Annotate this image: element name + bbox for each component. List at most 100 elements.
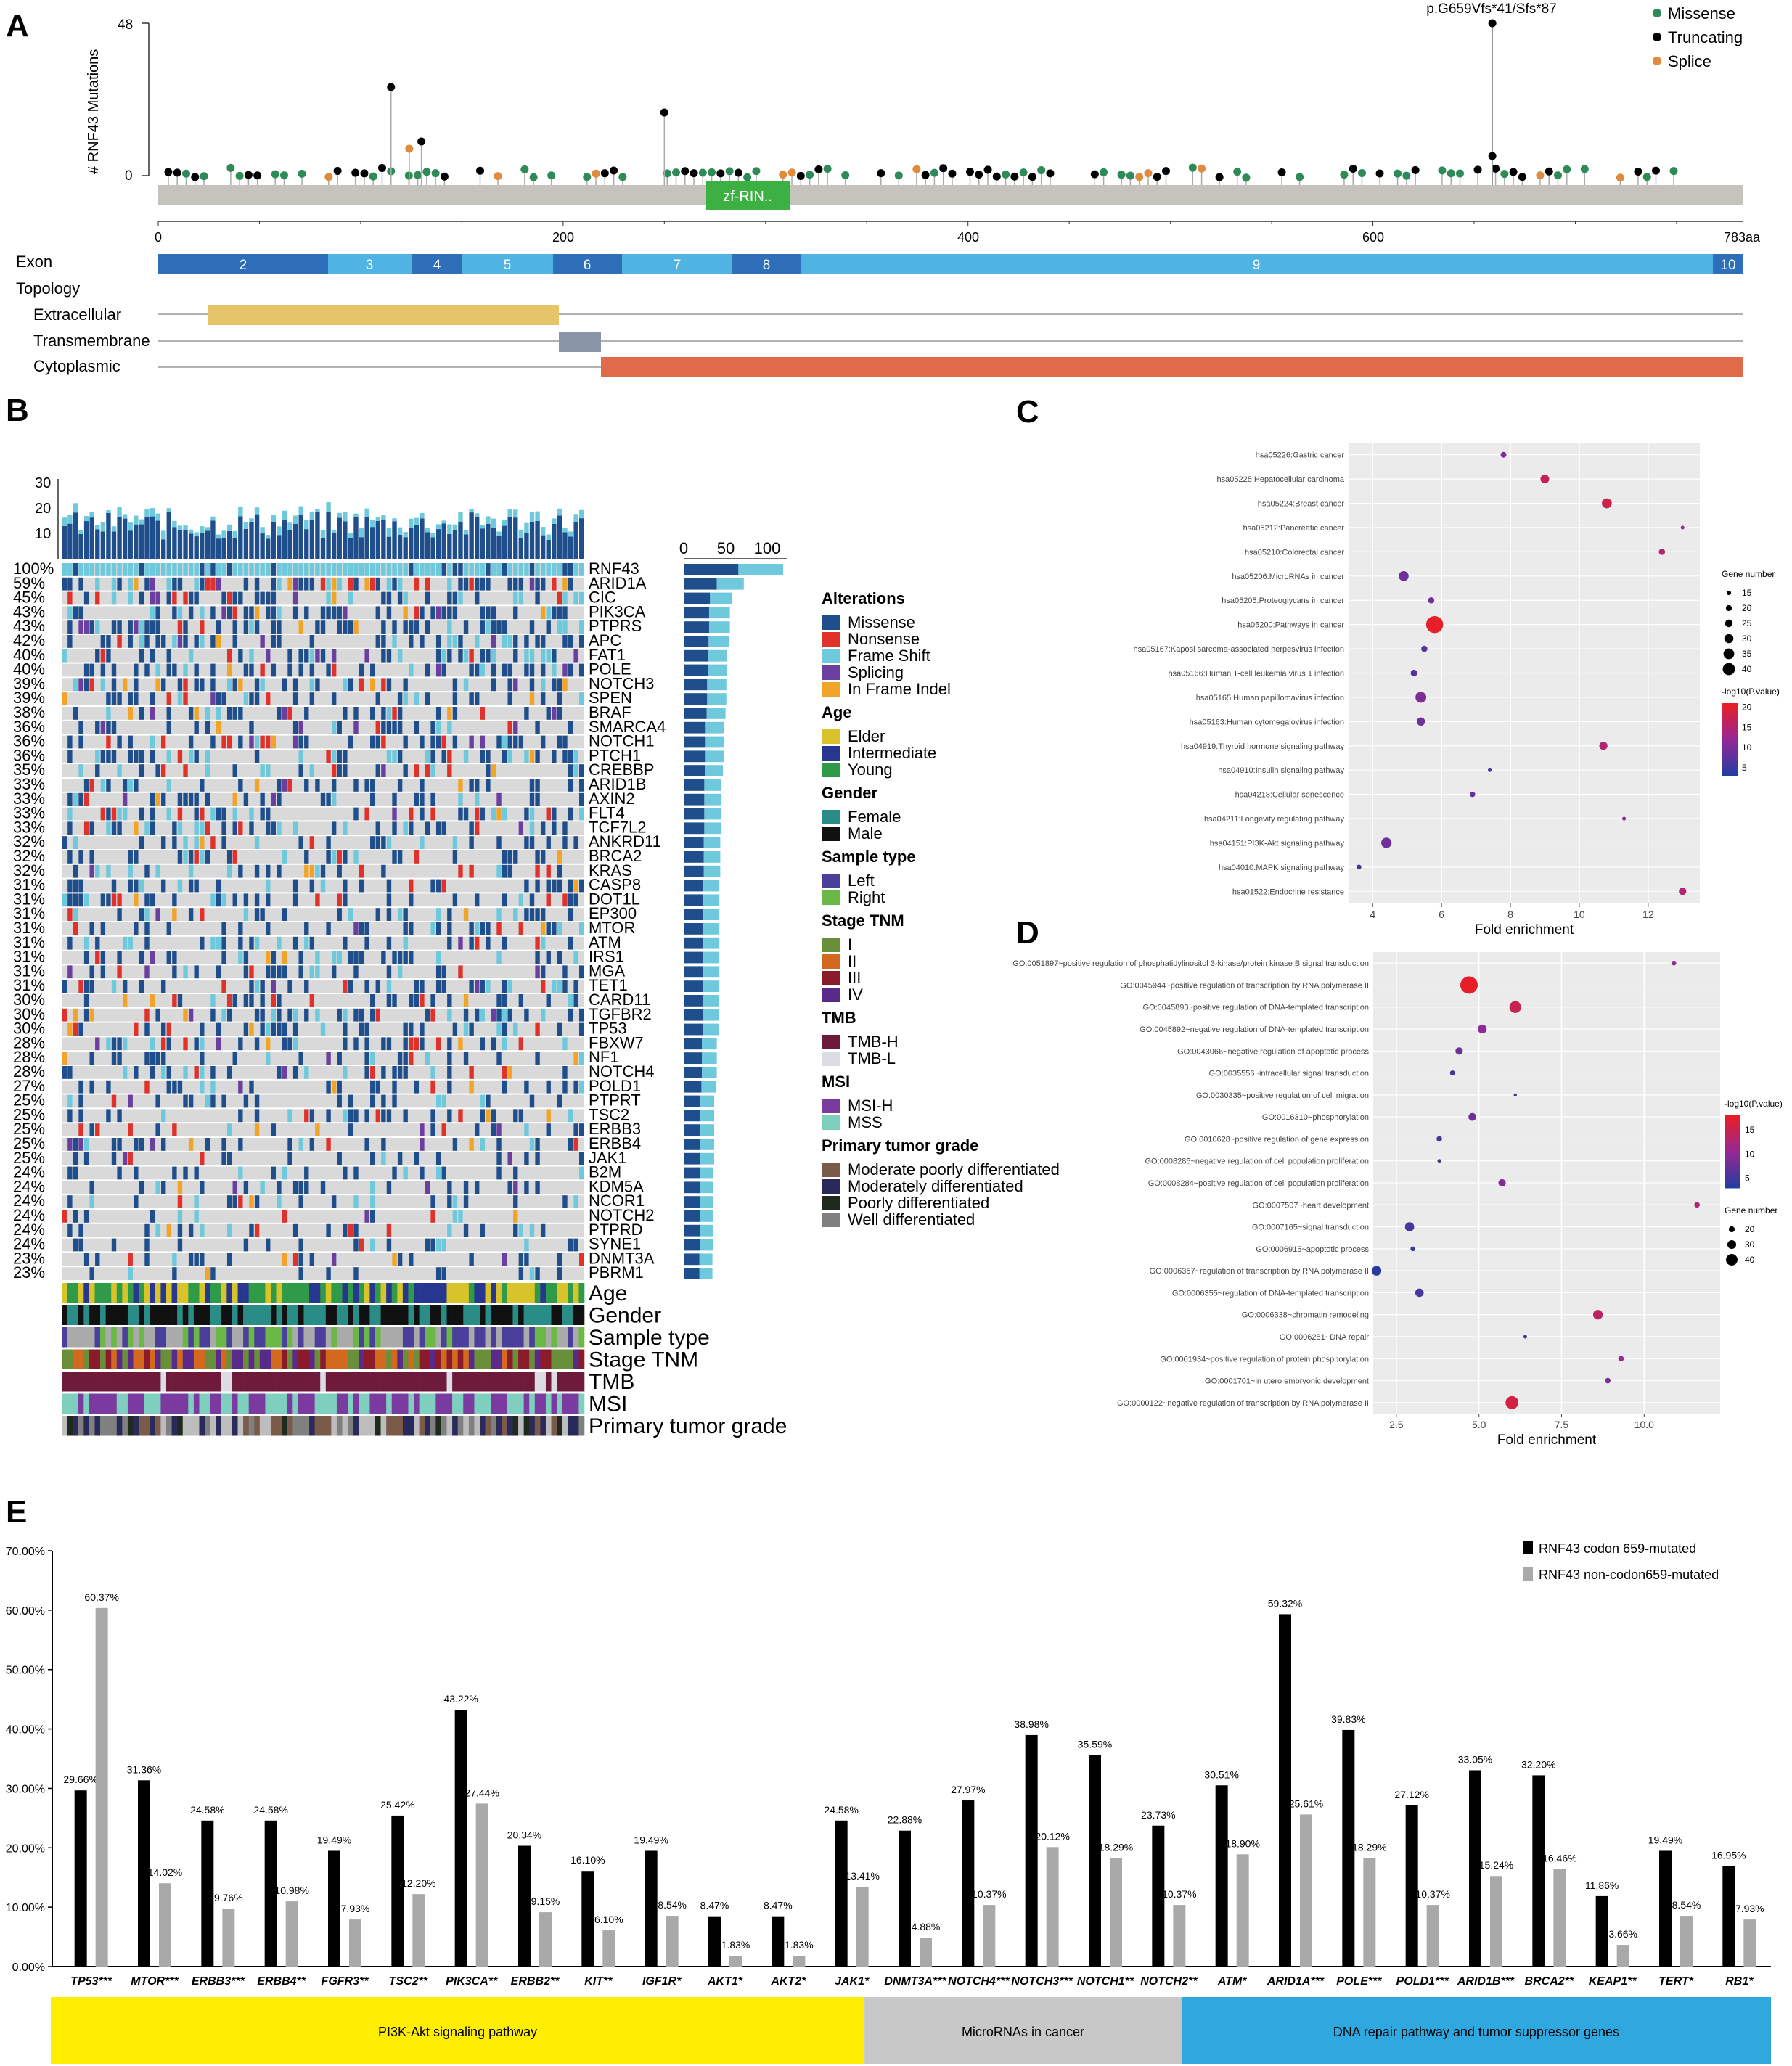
- alteration-cell: [298, 649, 303, 663]
- go-dot-plot: GO:0051897~positive regulation of phosph…: [1012, 952, 1783, 1448]
- sample-bar-frameshift: [315, 509, 320, 512]
- mutation-dot: [921, 171, 930, 179]
- alteration-cell: [386, 1109, 392, 1123]
- alteration-cell: [216, 807, 221, 821]
- alteration-cell: [397, 908, 403, 921]
- mutation-dot: [671, 168, 680, 177]
- alteration-cell: [100, 649, 106, 663]
- alteration-cell: [463, 1195, 469, 1208]
- sample-bar-frameshift: [254, 507, 260, 515]
- alteration-cell: [331, 663, 337, 677]
- gene-percent: 36%: [13, 732, 45, 750]
- alteration-cell: [78, 1123, 83, 1136]
- gene-percent: 24%: [13, 1163, 45, 1181]
- sample-bar-frameshift: [562, 528, 568, 533]
- legend-group-title: Gender: [822, 784, 877, 802]
- bar-value-label: 23.73%: [1141, 1809, 1175, 1821]
- gene-bar-frameshift: [703, 880, 720, 892]
- alteration-cell: [287, 1109, 292, 1123]
- clinical-cell: [127, 1416, 134, 1436]
- clinical-cell: [518, 1393, 524, 1414]
- alteration-cell: [128, 563, 133, 576]
- legend-item: Missense: [848, 613, 915, 631]
- alteration-cell: [89, 980, 94, 993]
- alteration-cell: [83, 1152, 89, 1165]
- alteration-cell: [326, 1138, 331, 1151]
- mutation-dot: [1161, 167, 1170, 176]
- alteration-cell: [150, 735, 155, 749]
- clinical-cell: [435, 1327, 442, 1348]
- clinical-cell: [425, 1416, 431, 1436]
- alteration-cell: [480, 1138, 485, 1151]
- alteration-cell: [260, 1181, 265, 1194]
- color-legend-step: [1725, 1119, 1740, 1123]
- alteration-cell: [122, 936, 128, 950]
- alteration-cell: [83, 893, 89, 907]
- color-legend-step: [1725, 1152, 1740, 1156]
- alteration-cell: [364, 1138, 369, 1151]
- alteration-cell: [475, 1123, 480, 1136]
- term-label: GO:0000122~negative regulation of transc…: [1117, 1399, 1369, 1408]
- alteration-cell: [249, 1195, 254, 1208]
- alteration-cell: [128, 1267, 133, 1280]
- alteration-cell: [292, 879, 298, 893]
- mutation-dot: [422, 168, 431, 176]
- clinical-cell: [94, 1372, 101, 1392]
- gene-bar-missense: [684, 1052, 703, 1064]
- sample-bar-missense: [221, 538, 226, 559]
- alteration-cell: [447, 908, 452, 921]
- alteration-cell: [409, 807, 414, 821]
- clinical-cell: [557, 1393, 562, 1414]
- alteration-cell: [540, 821, 546, 835]
- alteration-cell: [337, 563, 342, 576]
- alteration-cell: [331, 821, 337, 835]
- alteration-cell: [458, 807, 463, 821]
- clinical-cell: [474, 1327, 480, 1348]
- gene-row-bg: [62, 1238, 584, 1252]
- alteration-cell: [353, 1166, 359, 1180]
- alteration-cell: [266, 591, 271, 605]
- bar-codon659: [772, 1916, 785, 1967]
- alteration-cell: [502, 1066, 507, 1079]
- gene-bar-missense: [684, 851, 704, 863]
- clinical-cell: [83, 1349, 90, 1369]
- clinical-cell: [441, 1283, 447, 1303]
- alteration-cell: [425, 764, 430, 777]
- alteration-cell: [397, 649, 403, 663]
- sample-bar-frameshift: [266, 535, 271, 539]
- alteration-cell: [161, 1109, 166, 1123]
- clinical-cell: [545, 1349, 552, 1369]
- alteration-cell: [469, 1022, 474, 1036]
- alteration-cell: [150, 821, 155, 835]
- alteration-cell: [243, 965, 249, 979]
- right-tick-50: 50: [717, 539, 735, 557]
- gene-bar-frameshift: [716, 578, 744, 590]
- clinical-cell: [232, 1416, 238, 1436]
- clinical-cell: [193, 1283, 200, 1303]
- alteration-cell: [277, 864, 282, 878]
- alteration-cell: [304, 850, 309, 864]
- clinical-cell: [474, 1349, 480, 1369]
- alteration-cell: [320, 620, 326, 634]
- alteration-cell: [249, 649, 254, 663]
- alteration-cell: [277, 821, 282, 835]
- enrichment-dot: [1460, 976, 1478, 994]
- clinical-cell: [342, 1327, 348, 1348]
- clinical-cell: [177, 1283, 184, 1303]
- alteration-cell: [210, 735, 216, 749]
- alteration-cell: [381, 1152, 386, 1165]
- clinical-cell: [430, 1283, 436, 1303]
- mutation-dot: [253, 171, 262, 180]
- alteration-cell: [128, 635, 133, 648]
- clinical-cell: [507, 1327, 513, 1348]
- alteration-cell: [475, 692, 480, 705]
- mutation-dot: [1144, 169, 1153, 178]
- alteration-cell: [249, 1080, 254, 1094]
- clinical-cell: [265, 1327, 271, 1348]
- sample-bar-missense: [122, 518, 128, 559]
- alteration-cell: [375, 692, 380, 705]
- sample-bar-frameshift: [435, 524, 441, 530]
- clinical-cell: [122, 1416, 128, 1436]
- alteration-cell: [111, 1138, 117, 1151]
- sample-bar-missense: [292, 523, 298, 559]
